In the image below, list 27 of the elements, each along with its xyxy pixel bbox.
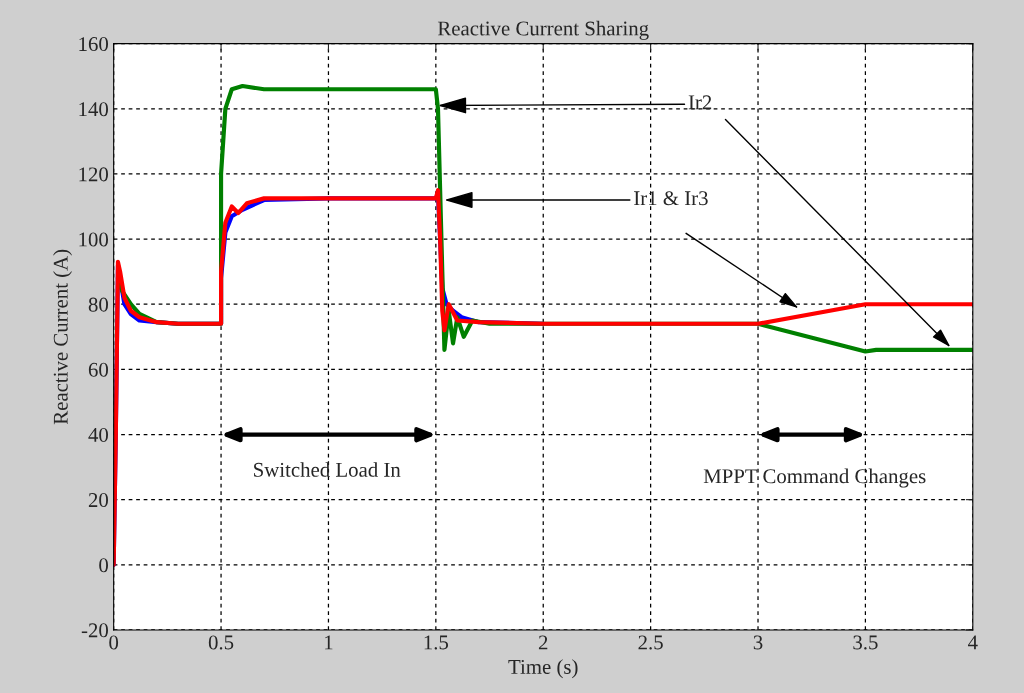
y-tick-label: -20: [81, 623, 109, 638]
x-tick-label: 4: [968, 635, 978, 650]
y-tick-label: 140: [79, 102, 109, 117]
annotation: Ir2: [688, 95, 712, 110]
y-tick-label: 120: [79, 167, 109, 182]
annotation: Switched Load In: [254, 462, 401, 477]
x-tick-label: 2: [538, 635, 548, 650]
y-tick-label: 0: [99, 558, 109, 573]
x-tick-label: 3: [753, 635, 763, 650]
x-tick-label: 1: [325, 635, 333, 650]
y-tick-label: 160: [79, 37, 109, 52]
x-axis-title: Time (s): [508, 659, 578, 679]
y-axis-title: Reactive Current (A): [53, 249, 72, 425]
x-tick-label: 3.5: [853, 635, 878, 650]
annotation: Ir1 & Ir3: [634, 191, 708, 206]
y-tick-label: 100: [79, 232, 109, 247]
y-tick-label: 60: [88, 362, 109, 377]
y-tick-label: 40: [88, 427, 109, 442]
line-series: [113, 188, 973, 567]
x-tick-label: 0.5: [208, 635, 234, 650]
x-tick-label: 2.5: [638, 635, 663, 650]
y-tick-label: 20: [88, 493, 109, 508]
y-tick-label: 80: [88, 297, 109, 312]
chart-title: Reactive Current Sharing: [437, 20, 649, 40]
annotation: MPPT Command Changes: [703, 468, 926, 488]
x-tick-label: 0: [109, 635, 119, 650]
x-tick-label: 1.5: [424, 635, 449, 650]
